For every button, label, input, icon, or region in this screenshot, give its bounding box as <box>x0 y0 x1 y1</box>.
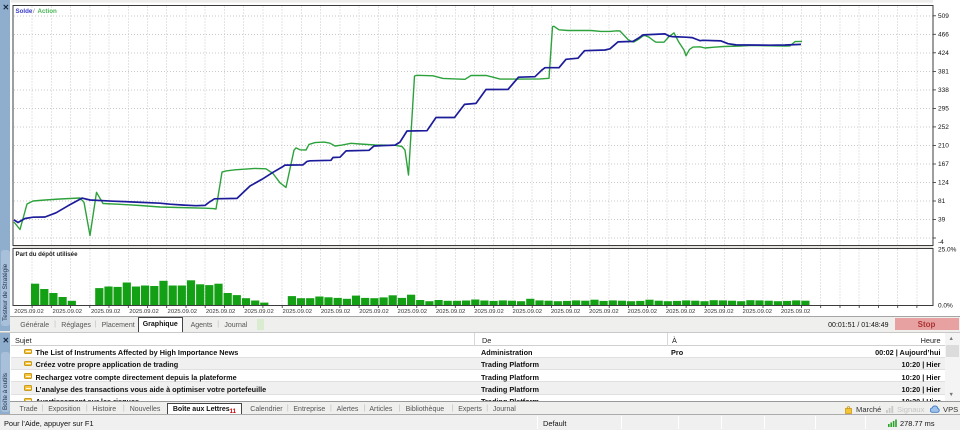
svg-text:2025.09.02: 2025.09.02 <box>283 309 312 315</box>
svg-text:381: 381 <box>938 69 949 76</box>
svg-text:0.0%: 0.0% <box>938 303 953 310</box>
svg-text:2025.09.02: 2025.09.02 <box>666 309 695 315</box>
svg-text:2025.09.02: 2025.09.02 <box>513 309 542 315</box>
svg-text:39: 39 <box>938 217 946 224</box>
svg-text:2025.09.02: 2025.09.02 <box>781 309 810 315</box>
svg-text:Solde: Solde <box>16 8 33 15</box>
svg-text:2025.09.02: 2025.09.02 <box>743 309 772 315</box>
svg-text:252: 252 <box>938 124 949 131</box>
svg-text:81: 81 <box>938 198 946 205</box>
svg-text:2025.09.02: 2025.09.02 <box>551 309 580 315</box>
svg-text:124: 124 <box>938 180 949 187</box>
svg-text:2025.09.02: 2025.09.02 <box>359 309 388 315</box>
svg-text:Part du dépôt utilisée: Part du dépôt utilisée <box>16 251 79 258</box>
svg-text:2025.09.02: 2025.09.02 <box>91 309 120 315</box>
svg-text:2025.09.02: 2025.09.02 <box>14 309 43 315</box>
svg-text:2025.09.02: 2025.09.02 <box>704 309 733 315</box>
svg-text:2025.09.02: 2025.09.02 <box>129 309 158 315</box>
svg-text:-4: -4 <box>938 239 944 246</box>
svg-text:210: 210 <box>938 143 949 150</box>
svg-text:Action: Action <box>38 8 57 15</box>
svg-text:2025.09.02: 2025.09.02 <box>474 309 503 315</box>
svg-text:2025.09.02: 2025.09.02 <box>436 309 465 315</box>
svg-text:338: 338 <box>938 87 949 94</box>
svg-text:25.0%: 25.0% <box>938 247 957 254</box>
svg-text:424: 424 <box>938 50 949 57</box>
svg-text:2025.09.02: 2025.09.02 <box>628 309 657 315</box>
svg-text:2025.09.02: 2025.09.02 <box>168 309 197 315</box>
svg-text:2025.09.02: 2025.09.02 <box>589 309 618 315</box>
svg-text:167: 167 <box>938 161 949 168</box>
svg-text:2025.09.02: 2025.09.02 <box>244 309 273 315</box>
svg-text:2025.09.02: 2025.09.02 <box>206 309 235 315</box>
svg-text:466: 466 <box>938 32 949 39</box>
svg-text:2025.09.02: 2025.09.02 <box>398 309 427 315</box>
svg-text:2025.09.02: 2025.09.02 <box>321 309 350 315</box>
svg-text:509: 509 <box>938 13 949 20</box>
svg-text:2025.09.02: 2025.09.02 <box>53 309 82 315</box>
svg-text:/: / <box>33 8 35 15</box>
svg-text:295: 295 <box>938 106 949 113</box>
